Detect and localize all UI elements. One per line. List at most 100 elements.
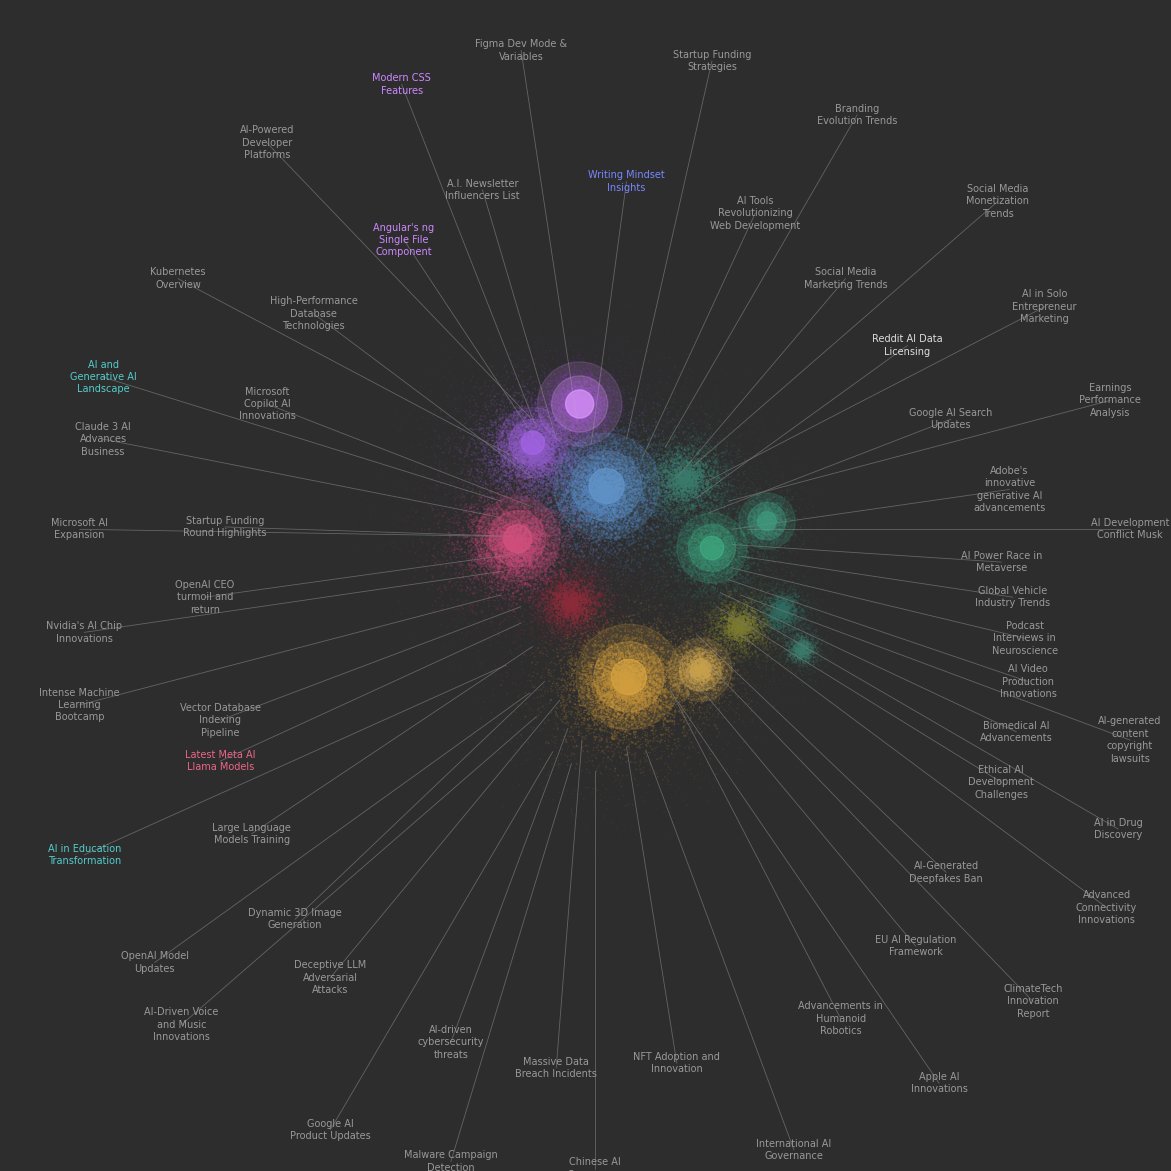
Point xyxy=(535,485,554,504)
Point xyxy=(718,550,737,569)
Point xyxy=(714,497,733,515)
Point xyxy=(537,451,556,470)
Point xyxy=(657,473,676,492)
Point xyxy=(646,644,665,663)
Point xyxy=(479,526,498,545)
Point xyxy=(610,479,629,498)
Point xyxy=(618,504,637,522)
Point xyxy=(478,492,497,511)
Point xyxy=(678,584,697,603)
Point xyxy=(622,682,641,700)
Point xyxy=(679,548,698,567)
Point xyxy=(570,400,589,419)
Point xyxy=(717,189,735,207)
Point xyxy=(768,589,787,608)
Point xyxy=(628,450,646,468)
Point xyxy=(594,594,612,612)
Point xyxy=(667,410,686,429)
Point xyxy=(616,471,635,489)
Point xyxy=(693,665,712,684)
Point xyxy=(667,500,686,519)
Point xyxy=(629,547,648,566)
Point xyxy=(634,696,652,714)
Point xyxy=(644,555,663,574)
Point xyxy=(563,453,582,472)
Point xyxy=(610,564,629,583)
Point xyxy=(534,488,553,507)
Point xyxy=(568,570,587,589)
Point xyxy=(589,398,608,417)
Point xyxy=(533,411,552,430)
Point xyxy=(493,536,512,555)
Point xyxy=(626,485,645,504)
Point xyxy=(645,494,664,513)
Point xyxy=(752,617,771,636)
Point xyxy=(508,167,527,186)
Point xyxy=(693,497,712,515)
Point xyxy=(693,659,712,678)
Point xyxy=(519,878,537,897)
Point xyxy=(701,587,720,605)
Point xyxy=(699,473,718,492)
Point xyxy=(553,616,571,635)
Point xyxy=(696,746,714,765)
Point xyxy=(625,485,644,504)
Point xyxy=(703,511,721,529)
Point xyxy=(692,659,711,678)
Point xyxy=(567,389,586,408)
Point xyxy=(587,488,605,507)
Point xyxy=(754,674,773,693)
Point xyxy=(568,329,587,348)
Point xyxy=(605,381,624,399)
Point xyxy=(731,506,749,525)
Point xyxy=(560,590,578,609)
Point xyxy=(593,465,611,484)
Point xyxy=(617,676,636,694)
Point xyxy=(783,511,802,529)
Point xyxy=(519,443,537,461)
Point xyxy=(691,663,710,682)
Point xyxy=(580,468,598,487)
Point xyxy=(494,527,513,546)
Point xyxy=(658,644,677,663)
Point xyxy=(651,367,670,385)
Point xyxy=(674,713,693,732)
Point xyxy=(583,658,602,677)
Point xyxy=(704,508,723,527)
Point xyxy=(801,583,820,602)
Point xyxy=(598,765,617,783)
Point xyxy=(665,671,684,690)
Point xyxy=(546,341,564,359)
Point xyxy=(570,526,589,545)
Point xyxy=(521,453,540,472)
Point xyxy=(512,518,530,536)
Point xyxy=(728,601,747,619)
Point xyxy=(520,429,539,447)
Point xyxy=(602,669,621,687)
Point xyxy=(683,460,701,479)
Point xyxy=(704,473,723,492)
Point xyxy=(589,502,608,521)
Point xyxy=(508,595,527,614)
Point xyxy=(624,471,643,489)
Point xyxy=(513,457,532,475)
Point xyxy=(537,776,556,795)
Point xyxy=(659,587,678,605)
Point xyxy=(434,574,453,593)
Point xyxy=(725,670,744,689)
Point xyxy=(589,464,608,482)
Point xyxy=(690,660,708,679)
Point xyxy=(724,527,742,546)
Point xyxy=(539,292,557,310)
Point xyxy=(605,559,624,577)
Point xyxy=(608,460,626,479)
Point xyxy=(779,487,797,506)
Point xyxy=(781,648,800,666)
Point xyxy=(659,354,678,372)
Point xyxy=(646,404,665,423)
Point xyxy=(667,471,686,489)
Point xyxy=(549,758,568,776)
Point xyxy=(540,453,559,472)
Point xyxy=(748,528,767,547)
Point xyxy=(589,649,608,667)
